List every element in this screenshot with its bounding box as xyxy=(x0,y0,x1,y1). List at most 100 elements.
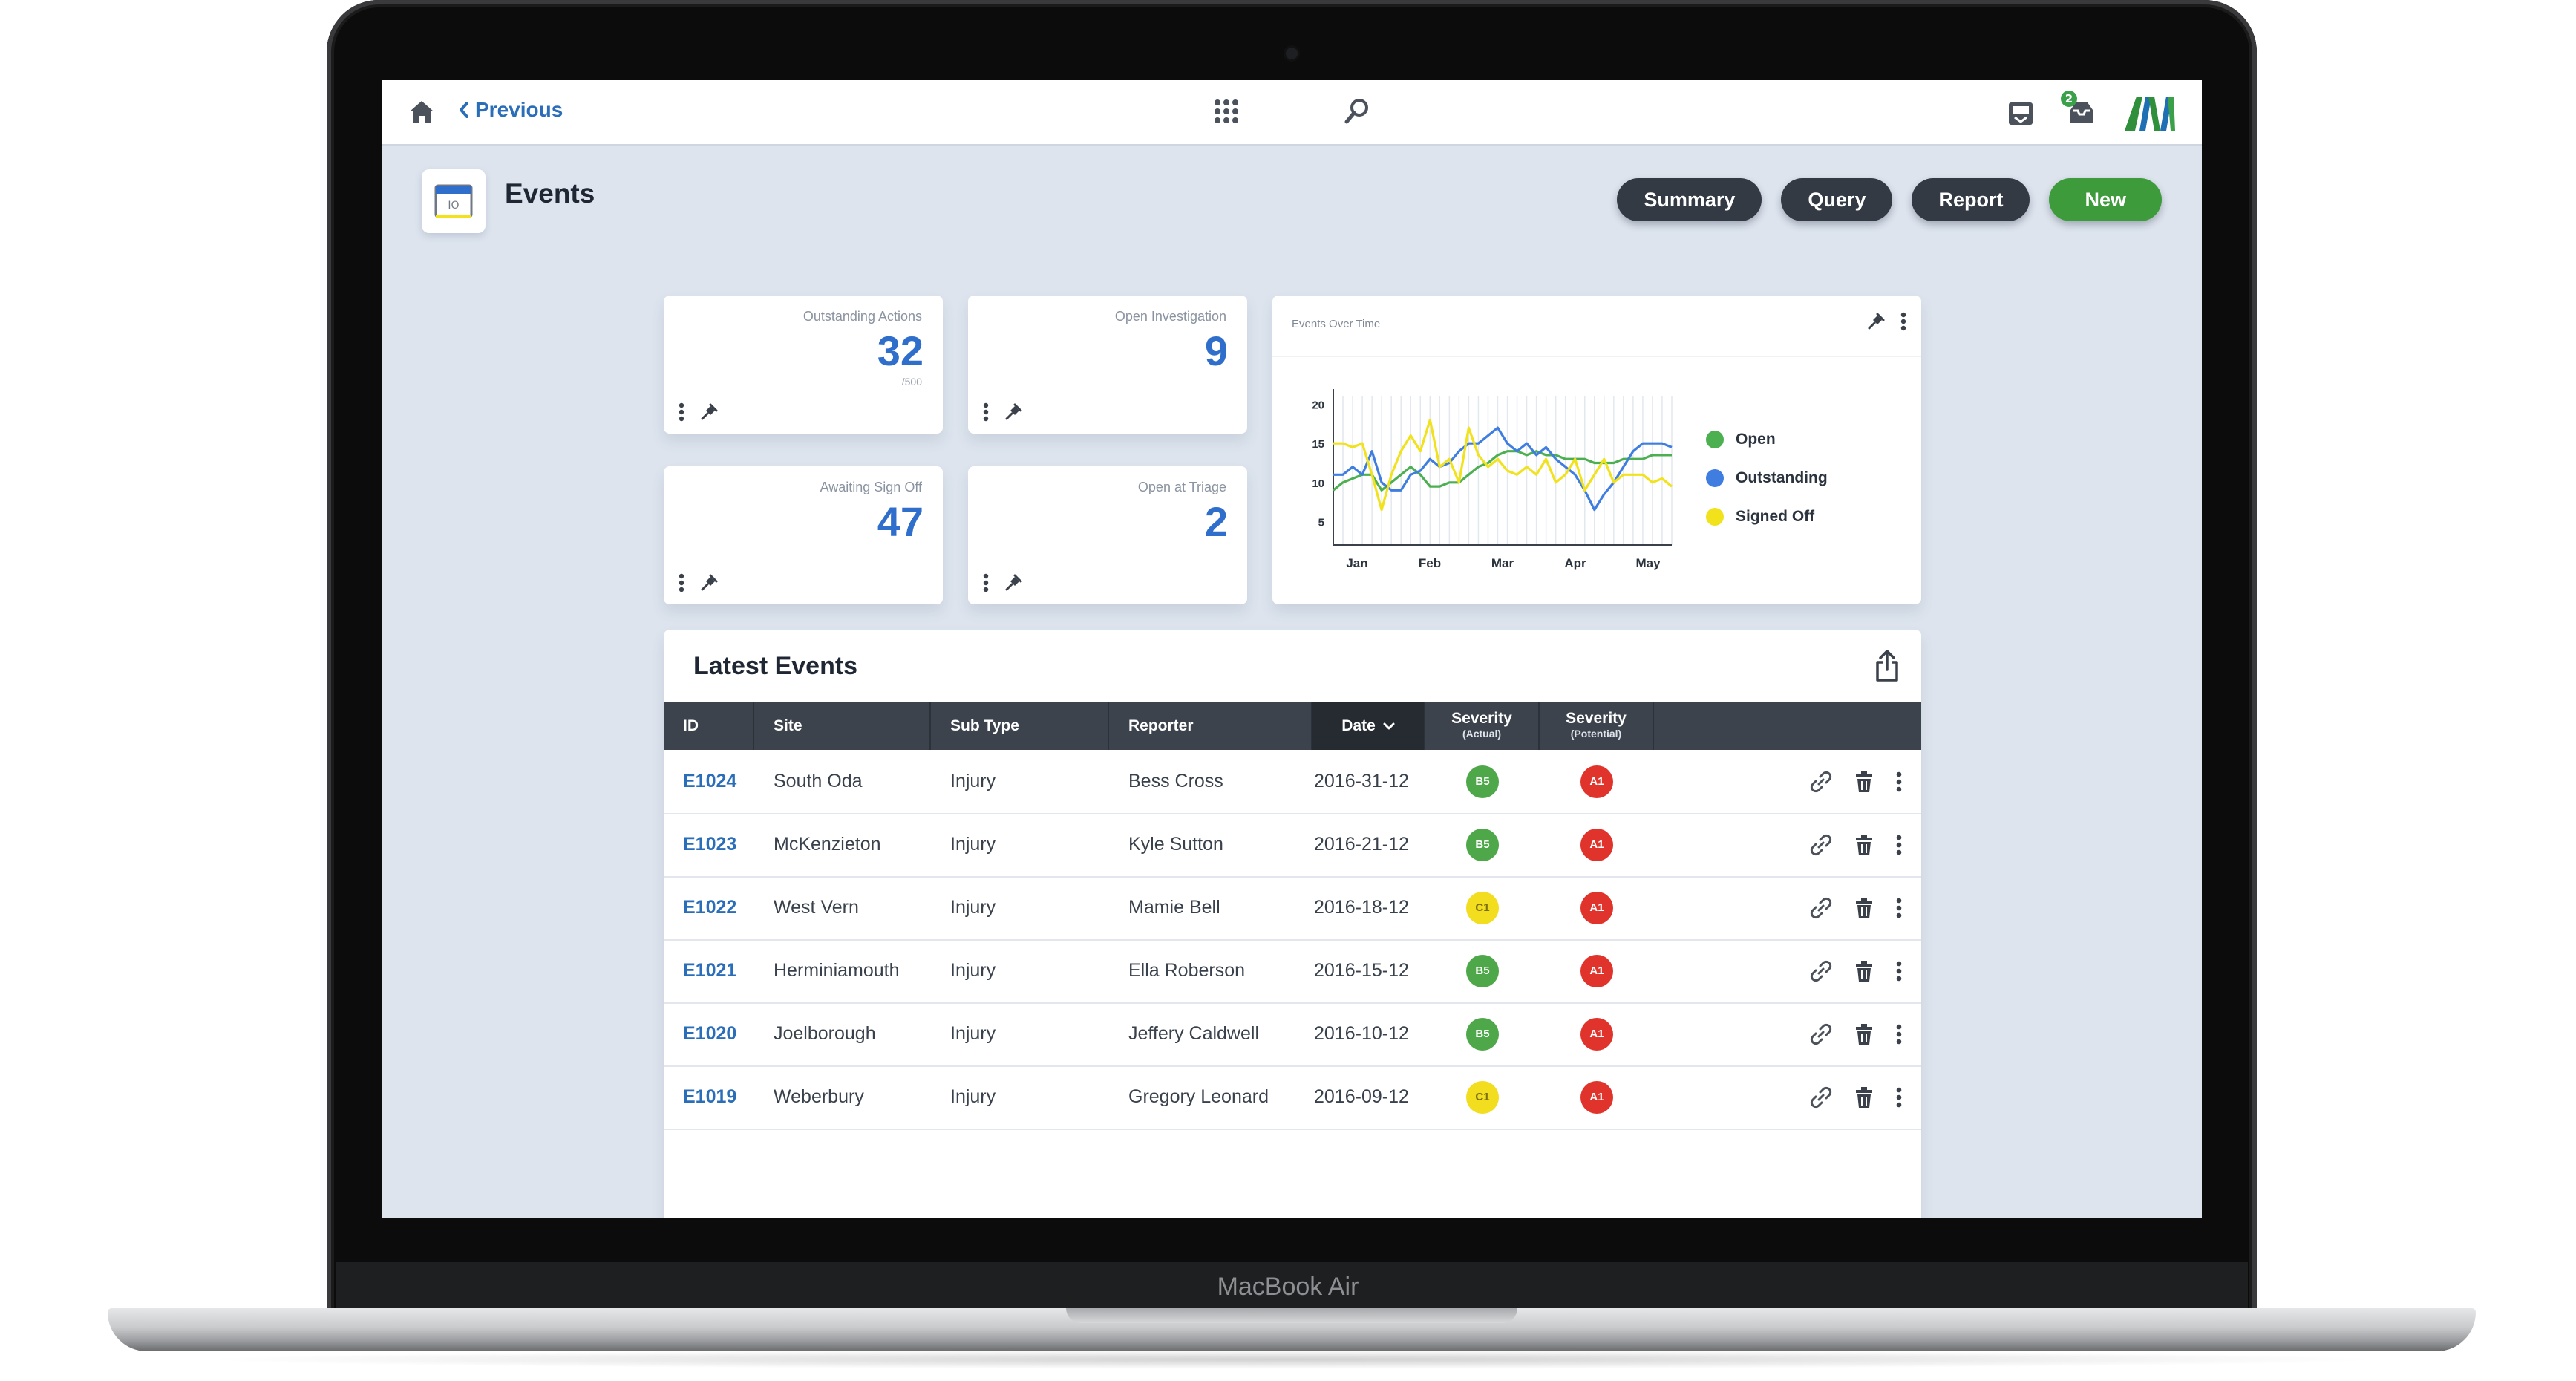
more-vertical-icon[interactable] xyxy=(1896,961,1902,982)
kpi-card-open-investigation[interactable]: Open Investigation 9 xyxy=(968,296,1247,434)
cell-date: 2016-15-12 xyxy=(1314,960,1409,981)
tray-icon[interactable] xyxy=(2007,101,2034,126)
trash-icon[interactable] xyxy=(1854,834,1874,856)
col-header-subtype[interactable]: Sub Type xyxy=(931,702,1109,750)
col-header-reporter[interactable]: Reporter xyxy=(1109,702,1312,750)
table-row[interactable]: E1020 Joelborough Injury Jeffery Caldwell 20… xyxy=(664,1002,1921,1067)
cell-id[interactable]: E1019 xyxy=(683,1086,737,1107)
inbox-button[interactable]: 2 xyxy=(2061,91,2095,126)
row-actions xyxy=(1810,1002,1902,1065)
summary-button[interactable]: Summary xyxy=(1617,178,1762,221)
col-header-id[interactable]: ID xyxy=(664,702,754,750)
severity-potential-badge: A1 xyxy=(1580,1017,1613,1051)
pin-icon[interactable] xyxy=(1866,312,1886,331)
link-icon[interactable] xyxy=(1810,834,1832,856)
cell-reporter: Jeffery Caldwell xyxy=(1128,1023,1260,1044)
cell-id[interactable]: E1020 xyxy=(683,1023,737,1044)
link-icon[interactable] xyxy=(1810,1086,1832,1109)
query-button[interactable]: Query xyxy=(1781,178,1893,221)
more-vertical-icon[interactable] xyxy=(1896,1087,1902,1108)
col-header-severity-potential[interactable]: Severity (Potential) xyxy=(1540,702,1654,750)
trash-icon[interactable] xyxy=(1854,1023,1874,1045)
kpi-card-open-at-triage[interactable]: Open at Triage 2 xyxy=(968,466,1247,604)
ava-logo[interactable] xyxy=(2123,94,2177,134)
inbox-icon xyxy=(2070,102,2093,123)
severity-potential-badge: A1 xyxy=(1580,765,1613,798)
kpi-value: 32 xyxy=(877,327,923,374)
legend-item[interactable]: Open xyxy=(1706,420,1828,459)
pin-icon[interactable] xyxy=(1004,573,1023,592)
x-tick-label: Jan xyxy=(1346,556,1367,570)
legend-label: Signed Off xyxy=(1736,508,1815,525)
cell-site: Herminiamouth xyxy=(774,960,900,981)
more-vertical-icon[interactable] xyxy=(1896,835,1902,855)
more-vertical-icon[interactable] xyxy=(1900,312,1906,331)
page-actions: Summary Query Report New xyxy=(1617,178,2162,221)
link-icon[interactable] xyxy=(1810,1023,1832,1045)
kpi-card-awaiting-sign-off[interactable]: Awaiting Sign Off 47 xyxy=(664,466,943,604)
more-vertical-icon[interactable] xyxy=(1896,898,1902,918)
table-row[interactable]: E1021 Herminiamouth Injury Ella Roberson 201… xyxy=(664,939,1921,1004)
legend-item[interactable]: Outstanding xyxy=(1706,459,1828,497)
more-vertical-icon[interactable] xyxy=(1896,771,1902,792)
col-header-severity-actual[interactable]: Severity (Actual) xyxy=(1425,702,1540,750)
y-tick-label: 5 xyxy=(1318,516,1324,529)
home-icon[interactable] xyxy=(408,99,435,125)
col-header-severity-actual-label: Severity xyxy=(1451,710,1512,727)
table-row[interactable]: E1022 West Vern Injury Mamie Bell 2016-18-12… xyxy=(664,876,1921,941)
severity-actual-badge-cell: C1 xyxy=(1466,1065,1499,1129)
cell-date: 2016-21-12 xyxy=(1314,834,1409,855)
cell-date: 2016-18-12 xyxy=(1314,897,1409,918)
trash-icon[interactable] xyxy=(1854,960,1874,982)
legend-dot xyxy=(1706,469,1724,487)
cell-id[interactable]: E1021 xyxy=(683,960,737,981)
col-header-severity-potential-sub: (Potential) xyxy=(1570,728,1622,740)
table-row[interactable]: E1023 McKenzieton Injury Kyle Sutton 2016-21… xyxy=(664,813,1921,878)
y-tick-label: 20 xyxy=(1312,399,1324,412)
cell-id[interactable]: E1023 xyxy=(683,834,737,855)
severity-actual-badge: B5 xyxy=(1466,954,1499,987)
severity-actual-badge: B5 xyxy=(1466,765,1499,798)
col-header-site[interactable]: Site xyxy=(754,702,931,750)
severity-actual-badge-cell: B5 xyxy=(1466,813,1499,876)
col-header-date[interactable]: Date xyxy=(1312,702,1425,750)
cell-site: McKenzieton xyxy=(774,834,881,855)
more-vertical-icon[interactable] xyxy=(983,573,989,592)
trash-icon[interactable] xyxy=(1854,1086,1874,1109)
severity-potential-badge-cell: A1 xyxy=(1580,876,1613,939)
apps-grid-icon[interactable] xyxy=(1213,98,1240,125)
previous-link[interactable]: Previous xyxy=(459,98,563,122)
pin-icon[interactable] xyxy=(699,573,719,592)
legend-item[interactable]: Signed Off xyxy=(1706,497,1828,536)
row-actions xyxy=(1810,876,1902,939)
link-icon[interactable] xyxy=(1810,771,1832,793)
cell-id[interactable]: E1022 xyxy=(683,897,737,918)
more-vertical-icon[interactable] xyxy=(679,573,684,592)
events-line-chart: 5 10 15 20 Jan Feb Mar Apr May xyxy=(1312,389,1673,570)
kpi-label: Outstanding Actions xyxy=(802,309,922,324)
more-vertical-icon[interactable] xyxy=(1896,1024,1902,1045)
table-row[interactable]: E1024 South Oda Injury Bess Cross 2016-31-12… xyxy=(664,750,1921,814)
cell-reporter: Ella Roberson xyxy=(1128,960,1246,981)
cell-id[interactable]: E1024 xyxy=(683,771,737,791)
table-row[interactable]: E1019 Weberbury Injury Gregory Leonard 2016-… xyxy=(664,1065,1921,1130)
cell-subtype: Injury xyxy=(950,834,996,855)
trash-icon[interactable] xyxy=(1854,897,1874,919)
pin-icon[interactable] xyxy=(1004,402,1023,422)
kpi-card-outstanding-actions[interactable]: Outstanding Actions 32 /500 xyxy=(664,296,943,434)
export-icon[interactable] xyxy=(1874,649,1900,683)
pin-icon[interactable] xyxy=(699,402,719,422)
kpi-value: 2 xyxy=(1204,498,1228,545)
link-icon[interactable] xyxy=(1810,897,1832,919)
more-vertical-icon[interactable] xyxy=(983,402,989,422)
trash-icon[interactable] xyxy=(1854,771,1874,793)
kpi-value: 9 xyxy=(1204,327,1228,374)
link-icon[interactable] xyxy=(1810,960,1832,982)
more-vertical-icon[interactable] xyxy=(679,402,684,422)
search-icon[interactable] xyxy=(1344,97,1370,126)
row-actions xyxy=(1810,813,1902,876)
report-button[interactable]: Report xyxy=(1912,178,2030,221)
series-line-signed-off xyxy=(1333,418,1673,512)
legend-dot xyxy=(1706,508,1724,526)
new-button[interactable]: New xyxy=(2049,178,2162,221)
